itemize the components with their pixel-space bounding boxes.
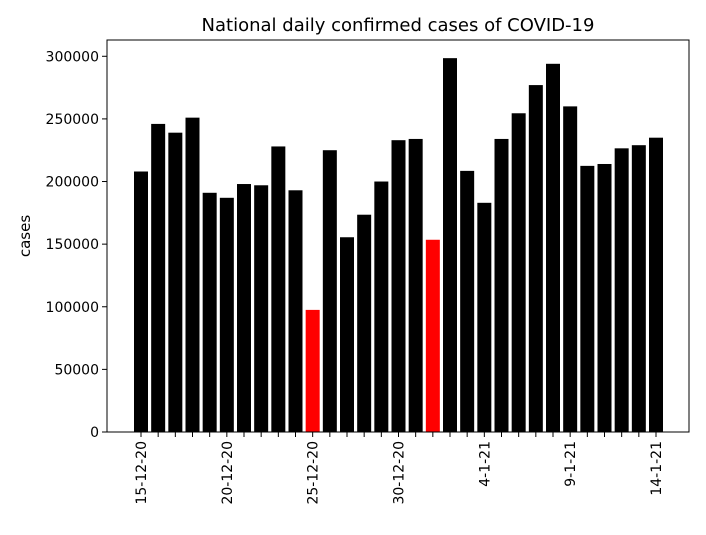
- x-tick-label: 20-12-20: [220, 441, 236, 505]
- bar-3-1-21: [460, 170, 475, 432]
- bar-30-12-20: [391, 140, 406, 432]
- bar-19-12-20: [202, 192, 217, 432]
- bar-23-12-20: [271, 146, 286, 432]
- bar-22-12-20: [254, 185, 269, 432]
- bar-6-1-21: [511, 113, 526, 433]
- x-tick-label: 14-1-21: [649, 441, 665, 496]
- bar-31-12-20: [408, 138, 423, 432]
- bar-1-1-21: [425, 239, 440, 432]
- bar-7-1-21: [528, 85, 543, 432]
- bar-12-1-21: [614, 148, 629, 432]
- bar-25-12-20: [305, 309, 320, 432]
- bar-27-12-20: [340, 237, 354, 432]
- bar-13-1-21: [631, 145, 646, 432]
- chart-title: National daily confirmed cases of COVID-…: [202, 15, 595, 36]
- x-tick-label: 9-1-21: [563, 441, 579, 487]
- y-tick-label: 100000: [46, 300, 99, 316]
- bar-20-12-20: [219, 197, 234, 432]
- y-tick-label: 200000: [46, 175, 99, 191]
- bar-2-1-21: [443, 58, 457, 432]
- x-tick-label: 30-12-20: [392, 441, 408, 505]
- bar-17-12-20: [168, 132, 183, 432]
- bar-29-12-20: [374, 181, 389, 432]
- y-axis-label: cases: [16, 215, 34, 257]
- bar-5-1-21: [494, 138, 509, 432]
- bar-8-1-21: [546, 63, 560, 433]
- bar-26-12-20: [322, 150, 337, 432]
- bar-15-12-20: [134, 171, 148, 432]
- y-tick-label: 250000: [46, 112, 99, 128]
- bar-16-12-20: [151, 123, 166, 432]
- y-tick-label: 150000: [46, 237, 99, 253]
- bar-24-12-20: [288, 190, 303, 432]
- x-axis: 15-12-20 20-12-20 25-12-20 30-12-20 4-1-21 9-…: [134, 432, 665, 505]
- bar-10-1-21: [580, 165, 595, 432]
- x-tick-label: 4-1-21: [477, 441, 493, 487]
- bar-9-1-21: [563, 106, 578, 432]
- y-axis: 0 50000 100000 150000 200000 250000 300000: [46, 49, 107, 441]
- bar-14-1-21: [649, 137, 663, 432]
- plot-frame: [106, 39, 690, 433]
- x-tick-label: 15-12-20: [134, 441, 150, 505]
- y-tick-label: 0: [90, 425, 99, 441]
- y-tick-label: 50000: [54, 362, 99, 378]
- bar-18-12-20: [185, 117, 200, 433]
- y-tick-label: 300000: [46, 49, 99, 65]
- x-tick-label: 25-12-20: [306, 441, 322, 505]
- bar-21-12-20: [237, 184, 251, 432]
- bar-28-12-20: [357, 214, 372, 432]
- bars-group: [134, 58, 663, 433]
- bar-4-1-21: [477, 202, 492, 432]
- bar-11-1-21: [597, 163, 612, 433]
